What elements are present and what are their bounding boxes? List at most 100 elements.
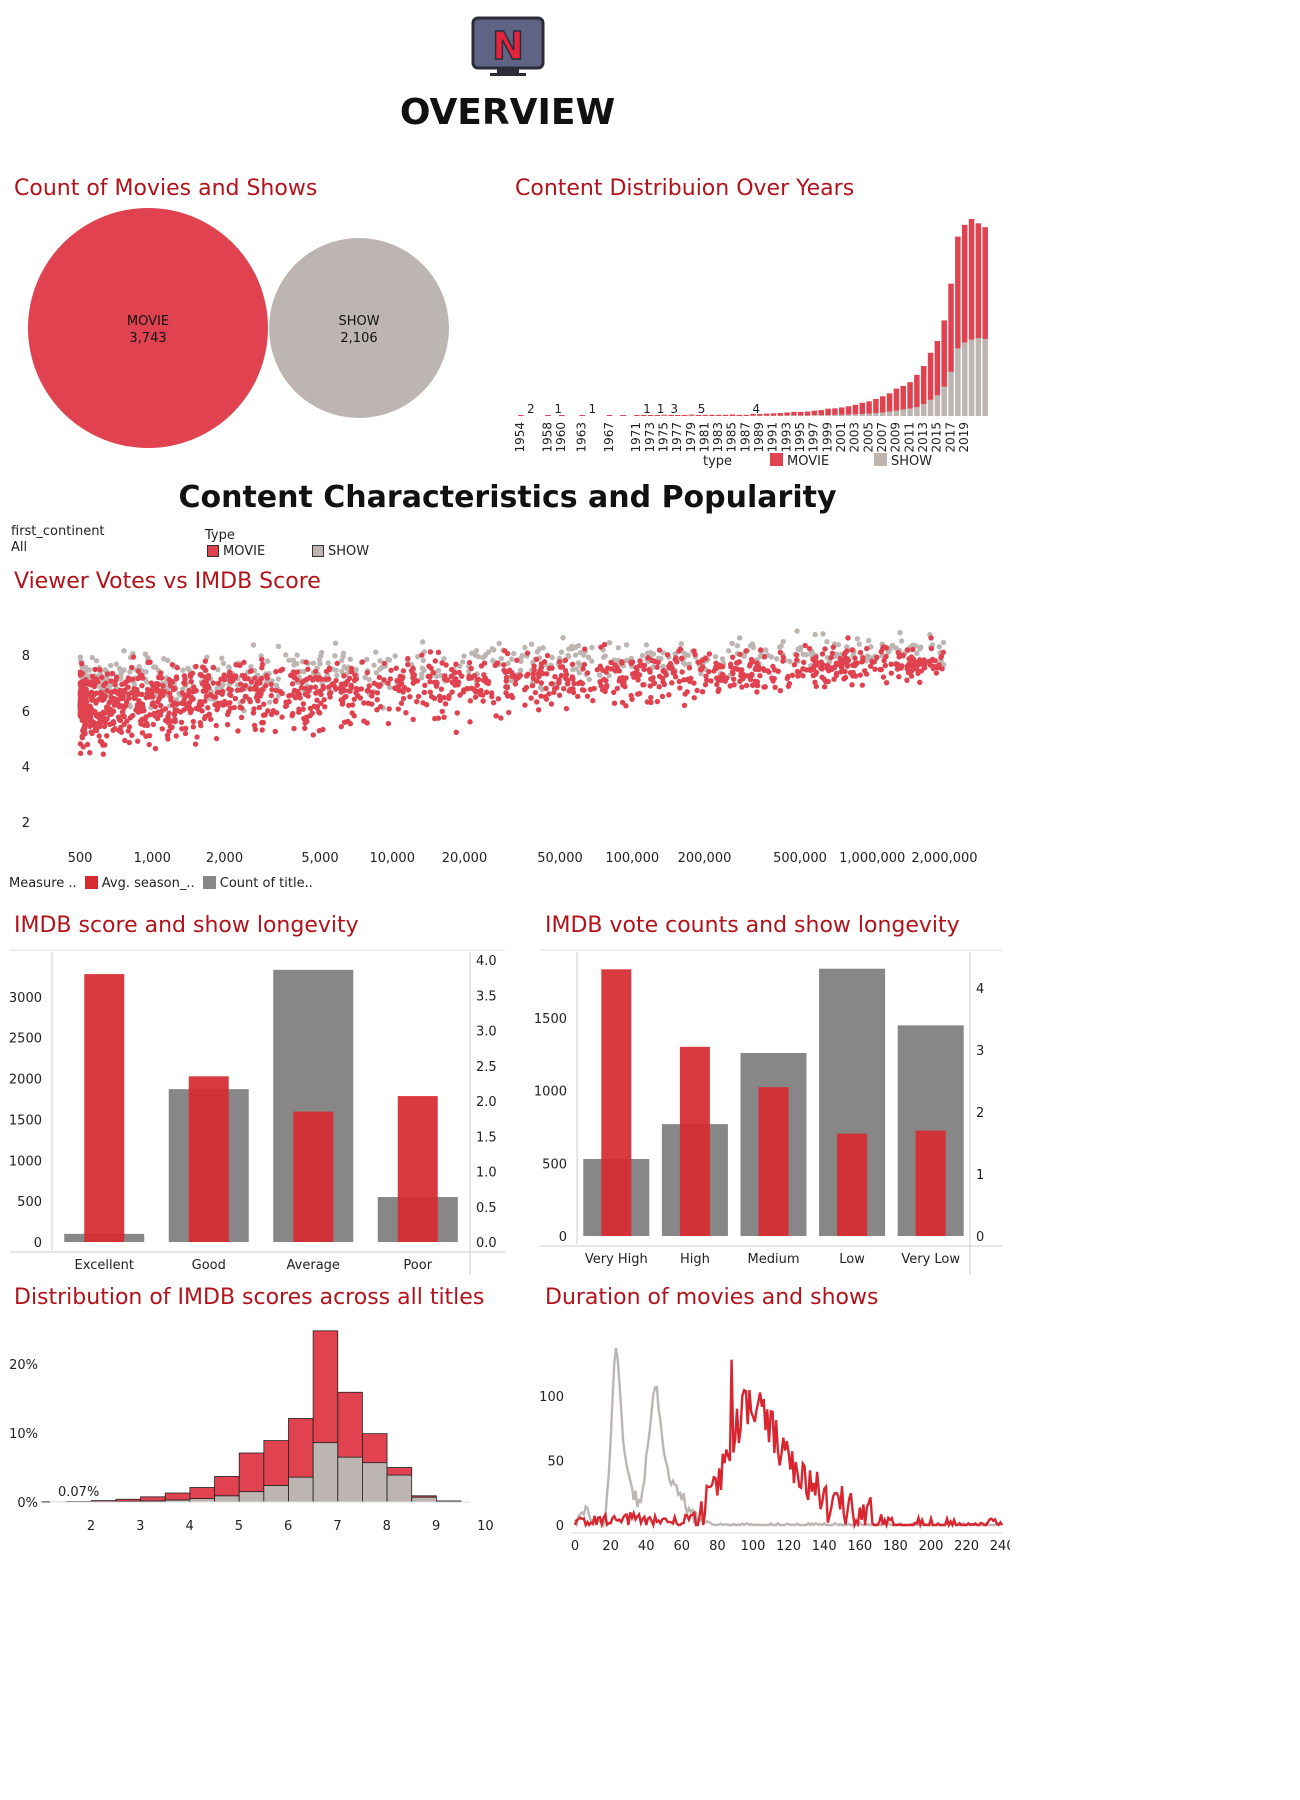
year-bar-movie bbox=[675, 415, 681, 416]
scatter-point-show bbox=[459, 659, 466, 665]
scatter-point-movie bbox=[749, 682, 756, 688]
histogram-title: Distribution of IMDB scores across all t… bbox=[14, 1285, 485, 1310]
left-axis-tick: 1000 bbox=[534, 1085, 567, 1100]
scatter-point-movie bbox=[910, 646, 916, 653]
scatter-point-movie bbox=[498, 715, 504, 721]
page-title: OVERVIEW bbox=[399, 92, 616, 133]
scatter-point-movie bbox=[347, 720, 354, 727]
scatter-point-movie bbox=[396, 683, 402, 689]
scatter-point-movie bbox=[874, 654, 880, 661]
years-legend-movie-swatch bbox=[770, 453, 783, 466]
scatter-point-movie bbox=[453, 729, 459, 736]
scatter-point-show bbox=[778, 643, 784, 649]
year-bar-movie bbox=[661, 414, 667, 416]
scatter-point-movie bbox=[878, 666, 885, 673]
duration-x-tick: 20 bbox=[602, 1539, 619, 1554]
scatter-point-movie bbox=[341, 719, 348, 725]
continent-filter-value[interactable]: All bbox=[11, 540, 28, 555]
hist-bar-movie bbox=[214, 1476, 240, 1497]
scatter-point-movie bbox=[813, 683, 819, 690]
left-axis-tick: 2000 bbox=[9, 1073, 42, 1088]
scatter-point-movie bbox=[837, 655, 843, 662]
scatter-point-movie bbox=[190, 724, 197, 730]
scatter-point-movie bbox=[933, 670, 940, 676]
scatter-point-movie bbox=[196, 706, 202, 712]
year-bar-value-label: 3 bbox=[670, 402, 678, 416]
scatter-point-movie bbox=[405, 655, 411, 662]
scatter-point-movie bbox=[423, 702, 430, 708]
scatter-point-movie bbox=[97, 719, 103, 726]
scatter-point-show bbox=[854, 636, 861, 642]
scatter-point-show bbox=[362, 674, 368, 681]
scatter-point-show bbox=[750, 644, 757, 651]
scatter-point-movie bbox=[169, 718, 175, 724]
scatter-point-movie bbox=[279, 714, 285, 720]
scatter-point-movie bbox=[166, 690, 173, 697]
scatter-point-movie bbox=[251, 706, 257, 712]
scatter-point-movie bbox=[849, 682, 855, 688]
scatter-x-tick: 100,000 bbox=[605, 851, 659, 866]
scatter-point-show bbox=[325, 660, 331, 666]
scatter-point-movie bbox=[679, 655, 685, 661]
scatter-point-movie bbox=[308, 684, 314, 691]
scatter-point-movie bbox=[819, 651, 826, 657]
scatter-point-movie bbox=[493, 713, 499, 719]
scatter-point-movie bbox=[99, 713, 106, 719]
scatter-point-show bbox=[606, 640, 613, 646]
scatter-point-movie bbox=[569, 674, 575, 680]
scatter-point-movie bbox=[880, 674, 887, 680]
scatter-point-movie bbox=[697, 666, 704, 673]
scatter-point-movie bbox=[238, 714, 245, 721]
scatter-point-movie bbox=[454, 710, 460, 716]
scatter-point-show bbox=[415, 654, 421, 660]
scatter-point-movie bbox=[584, 670, 591, 676]
scatter-point-movie bbox=[824, 662, 831, 669]
scatter-y-tick: 8 bbox=[22, 649, 30, 664]
scatter-point-movie bbox=[247, 668, 254, 675]
scatter-point-show bbox=[734, 643, 741, 649]
scatter-point-movie bbox=[143, 714, 149, 720]
duration-x-tick: 40 bbox=[638, 1539, 655, 1554]
scatter-point-show bbox=[941, 662, 947, 668]
type-legend-show[interactable]: SHOW bbox=[312, 544, 369, 559]
scatter-point-movie bbox=[729, 669, 736, 675]
year-bar-movie bbox=[948, 283, 954, 372]
hist-bar-movie bbox=[189, 1487, 215, 1499]
scatter-point-show bbox=[522, 644, 528, 651]
scatter-point-movie bbox=[669, 666, 676, 672]
year-bar-movie bbox=[907, 382, 913, 409]
scatter-x-tick: 20,000 bbox=[442, 851, 488, 866]
scatter-point-show bbox=[89, 654, 95, 661]
type-legend-movie[interactable]: MOVIE bbox=[207, 544, 265, 559]
scatter-point-movie bbox=[467, 698, 473, 704]
scatter-point-movie bbox=[381, 677, 387, 683]
scatter-point-show bbox=[161, 656, 167, 662]
hist-y-tick: 10% bbox=[9, 1427, 38, 1442]
bar-avg-seasons bbox=[837, 1133, 868, 1236]
year-bar-show bbox=[825, 415, 831, 416]
scatter-point-movie bbox=[523, 684, 530, 691]
bar-avg-seasons bbox=[601, 969, 632, 1236]
year-bar-movie bbox=[798, 411, 804, 416]
scatter-point-movie bbox=[666, 692, 672, 698]
bubble-movie-value: 3,743 bbox=[129, 331, 166, 346]
year-bar-movie bbox=[634, 415, 640, 416]
scatter-point-show bbox=[835, 641, 841, 648]
scatter-point-movie bbox=[116, 716, 123, 723]
scatter-point-show bbox=[153, 664, 159, 670]
scatter-point-movie bbox=[413, 698, 420, 705]
scatter-point-movie bbox=[84, 741, 91, 748]
scatter-point-movie bbox=[833, 670, 840, 677]
scatter-point-movie bbox=[257, 680, 263, 686]
scatter-point-movie bbox=[146, 741, 152, 748]
scatter-point-movie bbox=[438, 686, 445, 692]
scatter-point-movie bbox=[812, 679, 818, 685]
scatter-point-movie bbox=[706, 651, 713, 657]
scatter-point-movie bbox=[535, 707, 542, 713]
scatter-point-movie bbox=[369, 689, 375, 696]
year-bar-movie bbox=[647, 415, 654, 416]
scatter-point-movie bbox=[453, 661, 459, 667]
scatter-point-movie bbox=[160, 683, 166, 689]
scatter-point-movie bbox=[863, 671, 870, 677]
year-tick-label: 1975 bbox=[656, 422, 670, 453]
